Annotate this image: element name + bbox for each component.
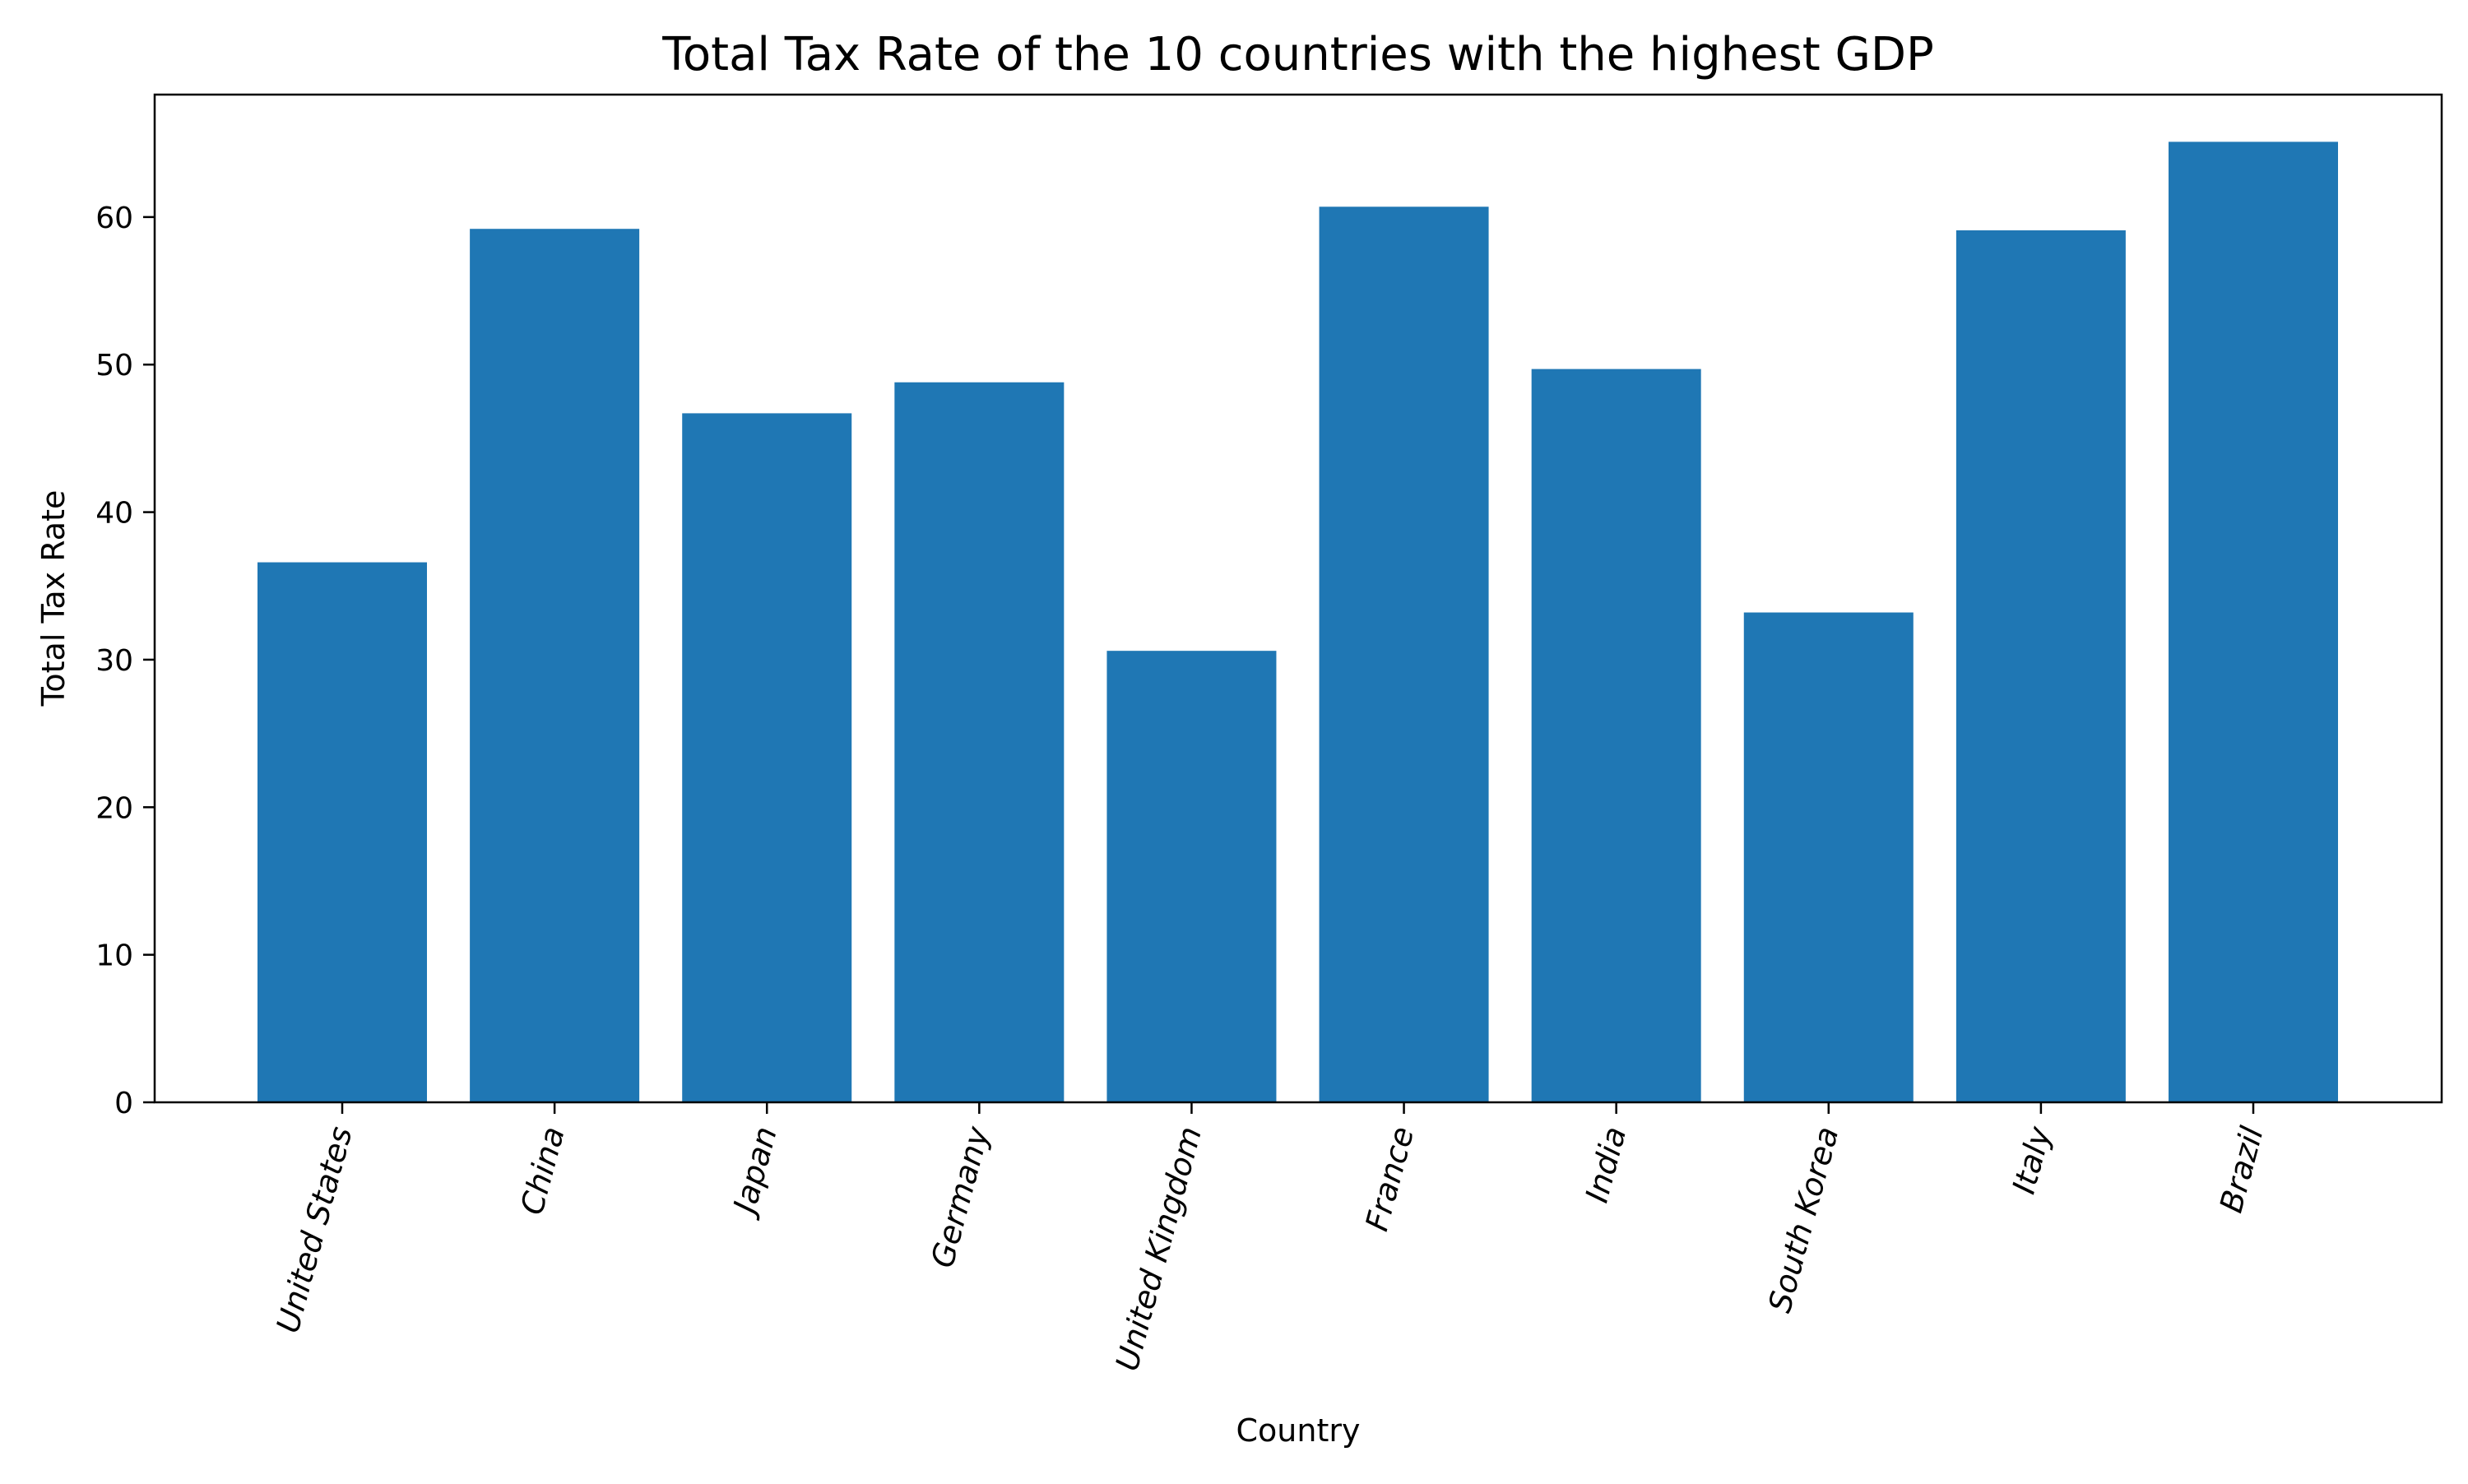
bar-united-kingdom xyxy=(1106,651,1277,1102)
x-tick-label: India xyxy=(1579,1123,1634,1206)
bar-japan xyxy=(682,413,852,1103)
x-axis-label: Country xyxy=(1236,1412,1361,1449)
x-tick-label: Japan xyxy=(725,1123,784,1222)
y-axis-label: Total Tax Rate xyxy=(35,490,72,707)
x-tick-label: South Korea xyxy=(1761,1123,1845,1316)
y-tick-label: 40 xyxy=(95,497,133,531)
bar-south-korea xyxy=(1743,612,1914,1102)
bar-china xyxy=(470,229,640,1103)
y-tick-label: 50 xyxy=(95,349,133,383)
bars-group xyxy=(257,141,2338,1103)
bar-france xyxy=(1319,206,1489,1102)
y-tick-label: 30 xyxy=(95,644,133,678)
x-tick-label: China xyxy=(513,1123,572,1218)
y-tick-label: 60 xyxy=(95,202,133,235)
bar-india xyxy=(1531,369,1701,1102)
x-tick-label: United States xyxy=(270,1123,360,1337)
chart-title: Total Tax Rate of the 10 countries with … xyxy=(661,28,1934,81)
bar-germany xyxy=(894,382,1065,1102)
plot-frame xyxy=(153,93,2443,1104)
x-tick-label: Italy xyxy=(2006,1122,2058,1198)
bar-united-states xyxy=(257,562,427,1102)
y-axis: 0 10 20 30 40 50 60 xyxy=(95,202,155,1120)
x-tick-label: Brazil xyxy=(2213,1123,2271,1217)
x-tick-label: United Kingdom xyxy=(1109,1123,1208,1375)
bar-brazil xyxy=(2169,141,2338,1103)
y-tick-label: 10 xyxy=(95,939,133,973)
y-tick-label: 0 xyxy=(114,1087,133,1120)
bar-italy xyxy=(1955,230,2126,1102)
x-axis: United States China Japan Germany United Kin… xyxy=(270,1102,2271,1375)
x-tick-label: France xyxy=(1358,1123,1421,1235)
x-tick-label: Germany xyxy=(924,1122,996,1271)
y-tick-label: 20 xyxy=(95,791,133,825)
